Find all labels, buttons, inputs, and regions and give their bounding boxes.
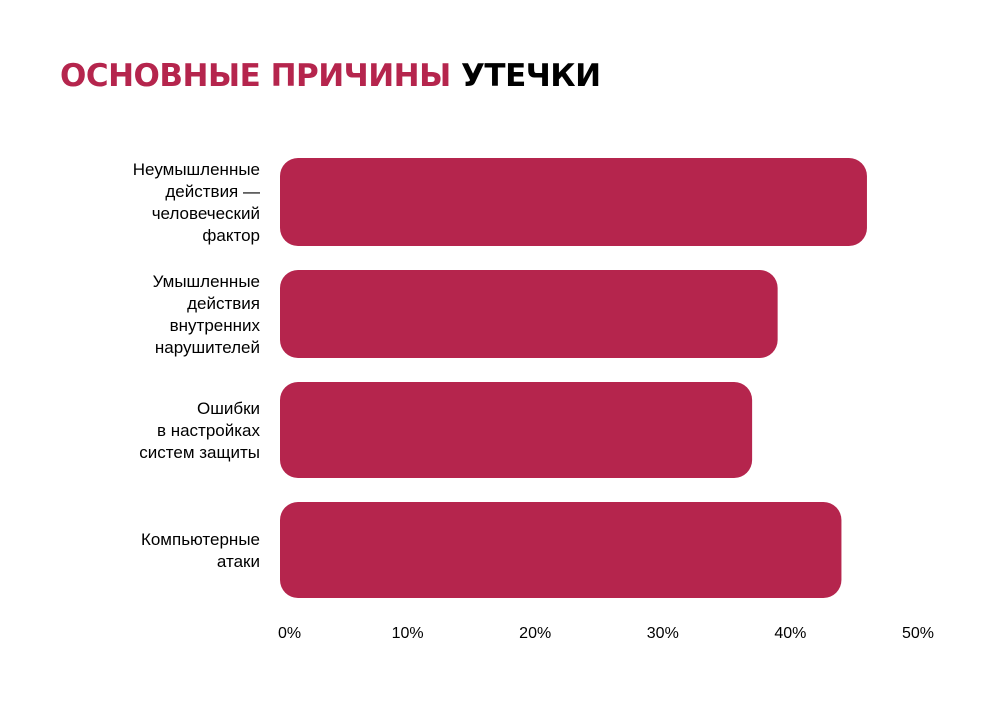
category-label-line: Умышленные: [153, 272, 260, 291]
bar-3: [280, 502, 842, 598]
category-label-line: внутренних: [170, 316, 261, 335]
category-label-line: Ошибки: [197, 399, 260, 418]
category-label-3: Компьютерные атаки: [141, 530, 260, 571]
x-tick-label-4: 40%: [774, 625, 806, 642]
x-tick-label-3: 30%: [647, 625, 679, 642]
bar-0: [280, 158, 867, 246]
category-label-line: Компьютерные: [141, 530, 260, 549]
category-label-1: Умышленные действия внутренних нарушителей: [153, 272, 261, 357]
category-label-line: действия: [187, 294, 260, 313]
category-label-2: Ошибки в настройках систем защиты: [139, 399, 260, 462]
x-tick-label-5: 50%: [902, 625, 934, 642]
category-label-line: в настройках: [157, 421, 261, 440]
category-label-line: нарушителей: [155, 338, 260, 357]
x-tick-label-2: 20%: [519, 625, 551, 642]
category-label-line: фактор: [202, 226, 260, 245]
category-label-line: атаки: [217, 552, 260, 571]
chart-title: ОСНОВНЫЕ ПРИЧИНЫ УТЕЧКИ: [60, 58, 601, 94]
category-label-line: действия —: [165, 182, 260, 201]
category-label-0: Неумышленные действия — человеческий фактор: [133, 160, 260, 245]
category-label-line: систем защиты: [139, 443, 260, 462]
chart-title-dark: УТЕЧКИ: [461, 58, 601, 94]
x-tick-label-0: 0%: [278, 625, 301, 642]
x-tick-label-1: 10%: [392, 625, 424, 642]
chart-title-accent: ОСНОВНЫЕ ПРИЧИНЫ: [60, 58, 451, 94]
bar-2: [280, 382, 753, 478]
bar-1: [280, 270, 778, 358]
category-label-line: Неумышленные: [133, 160, 260, 179]
category-label-line: человеческий: [152, 204, 260, 223]
